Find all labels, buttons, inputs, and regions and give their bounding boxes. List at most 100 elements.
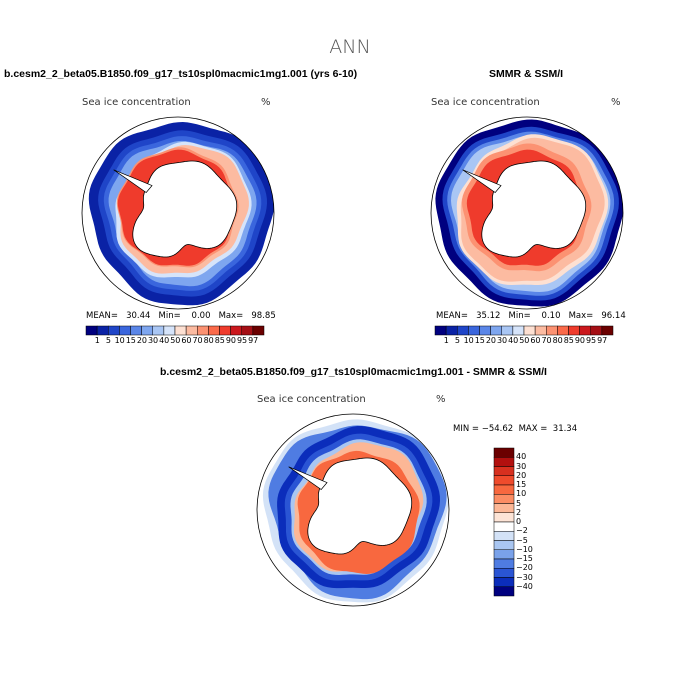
panel2-colorbar-cell-16 bbox=[601, 325, 614, 336]
panel2-colorbar-cell-4 bbox=[468, 325, 480, 336]
panel3-colorbar-label-11: −10 bbox=[516, 544, 533, 554]
panel1-colorbar-cell-14 bbox=[230, 325, 242, 336]
panel1-colorbar-cell-1 bbox=[85, 325, 98, 336]
panel3-colorbar-cell-1 bbox=[493, 447, 515, 458]
panel1-colorbar-label-15: 97 bbox=[248, 336, 259, 345]
panel3-colorbar-label-9: −2 bbox=[516, 526, 528, 536]
panel2-plot-title: Sea ice concentration bbox=[431, 97, 540, 108]
panel1-colorbar-cell-8 bbox=[163, 325, 176, 336]
panel3-peninsula bbox=[288, 466, 328, 490]
panel3-field bbox=[257, 414, 449, 606]
panel3-colorbar-label-8: 0 bbox=[516, 517, 522, 526]
panel3-colorbar-cell-10 bbox=[493, 531, 515, 541]
panel1-colorbar-label-6: 30 bbox=[147, 336, 159, 345]
figure-title: ANN bbox=[329, 36, 371, 58]
panel3-colorbar-label-3: 20 bbox=[516, 470, 527, 480]
panel1-colorbar-label-12: 85 bbox=[214, 336, 225, 345]
panel1-field bbox=[82, 117, 274, 309]
panel1-colorbar-cell-13 bbox=[219, 325, 231, 336]
panel3-colorbar-label-5: 10 bbox=[516, 489, 527, 499]
panel3-colorbar-cell-11 bbox=[493, 540, 515, 550]
panel1-plot-title: Sea ice concentration bbox=[82, 97, 191, 108]
panel3-colorbar-cell-2 bbox=[493, 457, 515, 467]
panel2-antarctica bbox=[481, 160, 587, 258]
panel1-colorbar-label-14: 95 bbox=[236, 336, 248, 345]
panel3-case-title: b.cesm2_2_beta05.B1850.f09_g17_ts10spl0m… bbox=[160, 366, 547, 378]
panel3-colorbar-label-4: 15 bbox=[516, 480, 527, 489]
panel1-colorbar-cell-4 bbox=[119, 325, 131, 336]
panel1-colorbar-cell-9 bbox=[174, 325, 187, 336]
panel2-case-title: SMMR & SSM/I bbox=[489, 68, 564, 80]
panel2-colorbar-cell-12 bbox=[557, 325, 569, 336]
panel3-colorbar-cell-4 bbox=[493, 475, 515, 486]
panel2-colorbar-label-4: 15 bbox=[474, 336, 485, 345]
panel1-colorbar-cell-10 bbox=[185, 325, 198, 336]
panel1-map-border bbox=[81, 116, 275, 310]
panel1-map bbox=[81, 116, 275, 310]
panel3-map bbox=[256, 413, 450, 607]
panel3-colorbar-cell-6 bbox=[493, 494, 515, 504]
panel2-map bbox=[430, 116, 624, 310]
panel2-colorbar-cell-10 bbox=[534, 325, 547, 336]
panel1-peninsula bbox=[113, 169, 153, 193]
panel3-colorbar-label-1: 40 bbox=[516, 452, 527, 462]
panel2-colorbar-cell-14 bbox=[579, 325, 591, 336]
panel1-colorbar-cell-7 bbox=[152, 325, 165, 336]
panel1-colorbar bbox=[85, 325, 265, 336]
panel1-case-title: b.cesm2_2_beta05.B1850.f09_g17_ts10spl0m… bbox=[4, 68, 358, 80]
panel1-colorbar-label-11: 80 bbox=[203, 336, 214, 345]
panel2-colorbar-cell-6 bbox=[490, 325, 502, 336]
panel1-colorbar-label-1: 1 bbox=[94, 336, 100, 345]
panel3-colorbar-cell-8 bbox=[493, 512, 515, 523]
panel1-colorbar-label-5: 20 bbox=[136, 336, 147, 345]
panel3-units: % bbox=[436, 394, 446, 405]
panel1-colorbar-label-13: 90 bbox=[225, 336, 236, 345]
panel3-stats: MIN = −54.62 MAX = 31.34 bbox=[453, 424, 578, 434]
panel3-colorbar bbox=[493, 447, 515, 597]
panel2-colorbar bbox=[434, 325, 614, 336]
panel3-colorbar-label-14: −30 bbox=[516, 572, 533, 582]
panel1-colorbar-cell-15 bbox=[241, 325, 254, 336]
panel3-colorbar-cell-13 bbox=[493, 558, 515, 569]
panel3-map-border bbox=[256, 413, 450, 607]
panel3-colorbar-label-10: −5 bbox=[516, 535, 528, 545]
panel1-colorbar-cell-2 bbox=[96, 325, 109, 336]
panel3-colorbar-label-6: 5 bbox=[516, 498, 522, 508]
panel3-colorbar-cell-14 bbox=[493, 568, 515, 578]
panel2-colorbar-label-11: 80 bbox=[552, 336, 563, 345]
panel3-colorbar-cell-3 bbox=[493, 466, 515, 476]
panel1-colorbar-cell-5 bbox=[130, 325, 142, 336]
panel3-colorbar-cell-9 bbox=[493, 521, 515, 532]
panel2-colorbar-label-7: 40 bbox=[508, 336, 519, 345]
panel3-antarctica bbox=[307, 457, 413, 555]
panel2-colorbar-label-2: 5 bbox=[454, 336, 460, 345]
panel1-colorbar-label-3: 10 bbox=[114, 336, 125, 345]
panel1-colorbar-label-8: 50 bbox=[170, 336, 181, 345]
panel2-colorbar-cell-5 bbox=[479, 325, 491, 336]
panel2-colorbar-cell-8 bbox=[512, 325, 525, 336]
panel1-colorbar-cell-3 bbox=[108, 325, 120, 336]
panel1-colorbar-label-7: 40 bbox=[159, 336, 170, 345]
panel1-colorbar-cell-6 bbox=[141, 325, 153, 336]
panel2-colorbar-label-6: 30 bbox=[496, 336, 508, 345]
panel2-colorbar-label-12: 85 bbox=[563, 336, 574, 345]
panel2-colorbar-label-14: 95 bbox=[585, 336, 597, 345]
panel2-colorbar-label-13: 90 bbox=[574, 336, 585, 345]
panel2-colorbar-label-8: 50 bbox=[519, 336, 530, 345]
panel2-units: % bbox=[611, 97, 621, 108]
panel3-colorbar-cell-12 bbox=[493, 549, 515, 560]
panel2-colorbar-label-15: 97 bbox=[597, 336, 608, 345]
panel1-colorbar-label-4: 15 bbox=[125, 336, 136, 345]
panel2-colorbar-label-1: 1 bbox=[443, 336, 449, 345]
panel3-plot-title: Sea ice concentration bbox=[257, 394, 366, 405]
panel3-colorbar-cell-15 bbox=[493, 577, 515, 587]
panel3-colorbar-label-12: −15 bbox=[516, 554, 533, 563]
panel1-colorbar-label-10: 70 bbox=[192, 336, 203, 345]
panel2-map-border bbox=[430, 116, 624, 310]
panel1-units: % bbox=[261, 97, 271, 108]
panel2-stats: MEAN= 35.12 Min= 0.10 Max= 96.14 bbox=[436, 311, 626, 321]
panel1-colorbar-label-2: 5 bbox=[105, 336, 111, 345]
panel2-colorbar-cell-9 bbox=[523, 325, 536, 336]
panel2-colorbar-cell-3 bbox=[457, 325, 469, 336]
